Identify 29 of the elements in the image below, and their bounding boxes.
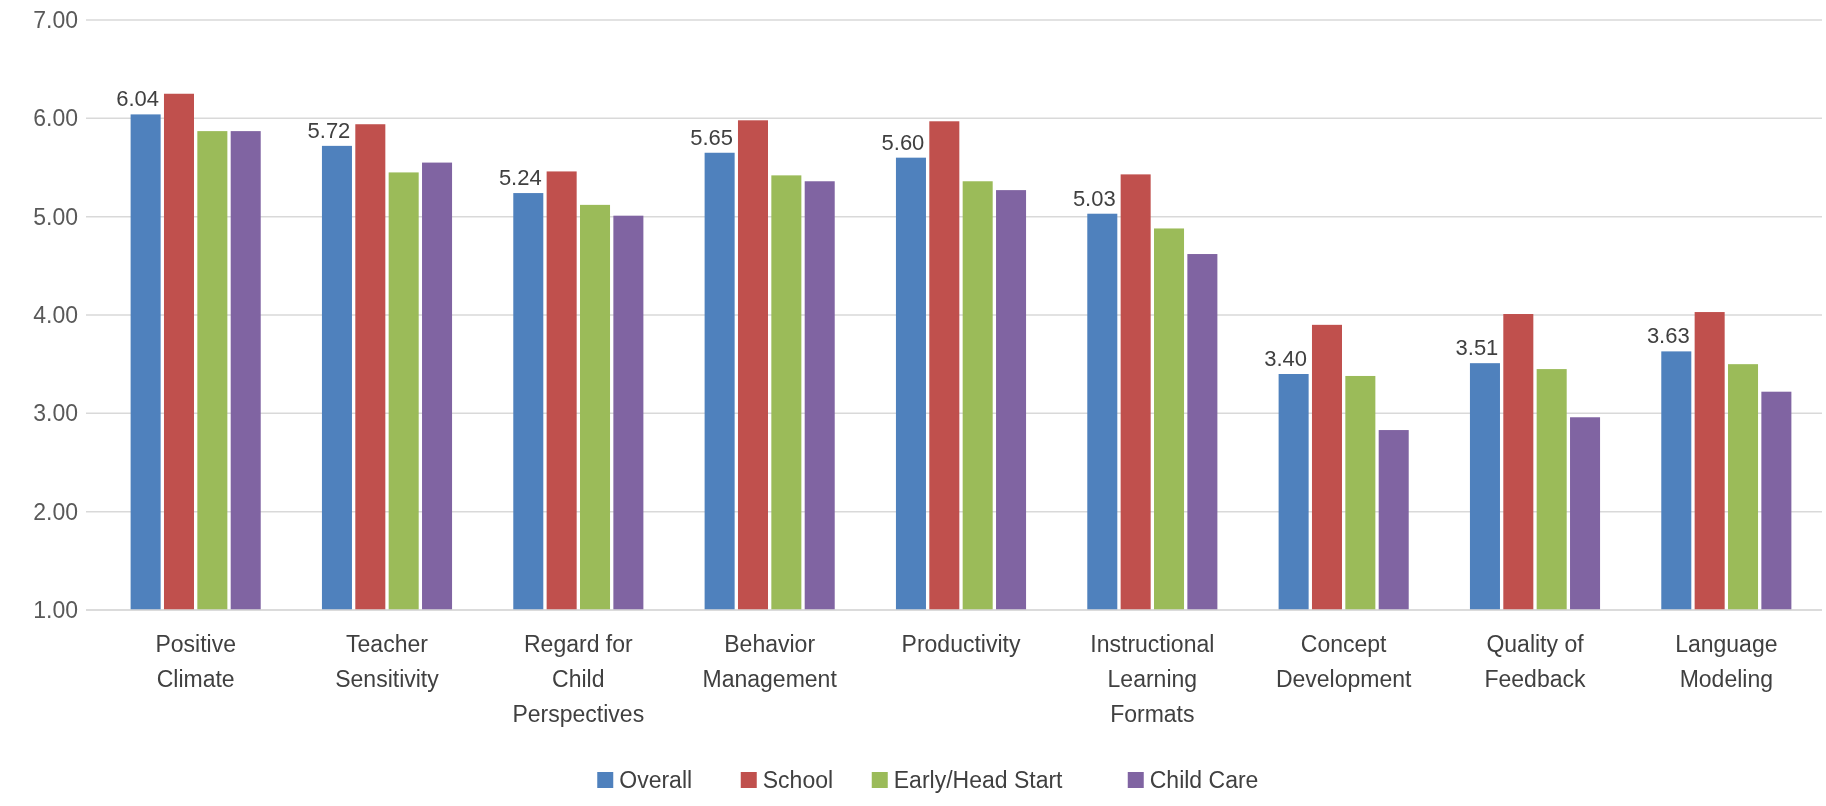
data-label: 6.04 xyxy=(116,86,160,112)
x-tick-label: Regard for Child Perspectives xyxy=(512,631,645,727)
y-tick-label: 2.00 xyxy=(33,498,78,525)
y-tick-label: 1.00 xyxy=(33,597,78,624)
y-tick-label: 6.00 xyxy=(33,105,78,132)
data-label: 3.40 xyxy=(1264,346,1308,371)
data-label: 5.72 xyxy=(307,117,351,143)
legend-label: Early/Head Start xyxy=(893,767,1064,793)
data-label: 5.03 xyxy=(1072,185,1116,211)
legend-label: Child Care xyxy=(1149,767,1259,793)
y-tick-label: 5.00 xyxy=(33,203,78,230)
x-tick-label: Quality of Feedback xyxy=(1484,631,1586,692)
y-tick-label: 7.00 xyxy=(33,7,78,34)
y-tick-label: 3.00 xyxy=(33,400,78,427)
x-tick-label: Concept Development xyxy=(1275,631,1413,692)
data-label: 3.63 xyxy=(1646,323,1690,349)
x-tick-label: Language Modeling xyxy=(1675,631,1778,692)
legend-label: Overall xyxy=(619,767,693,793)
x-tick-label: Instructional Learning Formats xyxy=(1090,631,1215,727)
x-tick-label: Teacher Sensitivity xyxy=(335,631,440,692)
data-label: 5.24 xyxy=(498,165,542,191)
x-tick-label: Behavior Management xyxy=(702,631,838,692)
x-tick-label: Productivity xyxy=(901,631,1021,657)
data-label: 5.60 xyxy=(881,129,925,155)
data-label: 5.65 xyxy=(690,124,734,150)
data-label: 3.51 xyxy=(1455,335,1499,361)
legend-label: School xyxy=(762,767,834,793)
x-tick-label: Positive Climate xyxy=(155,631,236,692)
y-tick-label: 4.00 xyxy=(33,302,78,329)
